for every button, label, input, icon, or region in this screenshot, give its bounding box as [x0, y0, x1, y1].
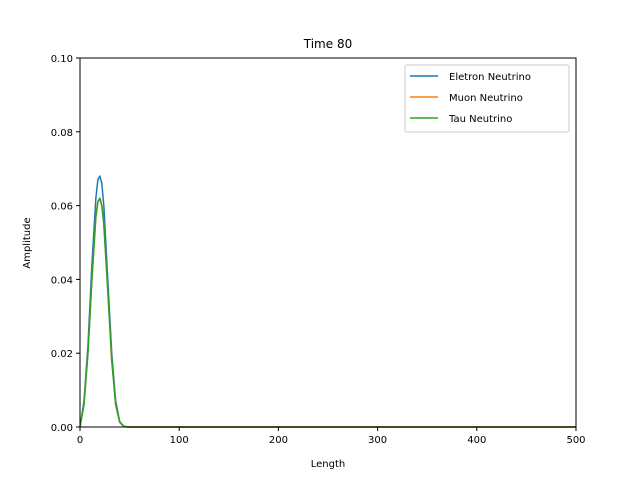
y-tick-label: 0.04 — [51, 275, 73, 286]
x-tick-label: 300 — [368, 435, 387, 446]
plot-frame — [79, 57, 577, 428]
y-tick-label: 0.00 — [51, 423, 73, 434]
y-axis: 0.00 0.02 0.04 0.06 0.08 0.10 — [51, 54, 80, 434]
series-line-0 — [79, 175, 576, 428]
legend-label-0: Eletron Neutrino — [449, 72, 531, 83]
legend: Eletron Neutrino Muon Neutrino Tau Neutrin… — [404, 64, 570, 133]
x-tick-label: 200 — [269, 435, 288, 446]
y-tick-label: 0.02 — [51, 349, 73, 360]
plot-area — [79, 57, 577, 428]
x-tick-label: 400 — [467, 435, 486, 446]
x-tick-label: 500 — [566, 435, 585, 446]
series-line-1 — [79, 197, 576, 428]
legend-box — [404, 64, 570, 133]
x-tick-label: 100 — [170, 435, 189, 446]
x-axis: 0 100 200 300 400 500 — [77, 427, 586, 446]
x-axis-label: Length — [311, 459, 346, 470]
legend-label-2: Tau Neutrino — [448, 114, 512, 125]
legend-label-1: Muon Neutrino — [449, 93, 523, 104]
y-axis-label: Amplitude — [22, 217, 33, 268]
chart-title: Time 80 — [303, 37, 352, 51]
x-tick-label: 0 — [77, 435, 83, 446]
y-tick-label: 0.08 — [51, 128, 73, 139]
series-line-2 — [79, 197, 576, 428]
y-tick-label: 0.10 — [51, 54, 73, 65]
y-tick-label: 0.06 — [51, 202, 73, 213]
